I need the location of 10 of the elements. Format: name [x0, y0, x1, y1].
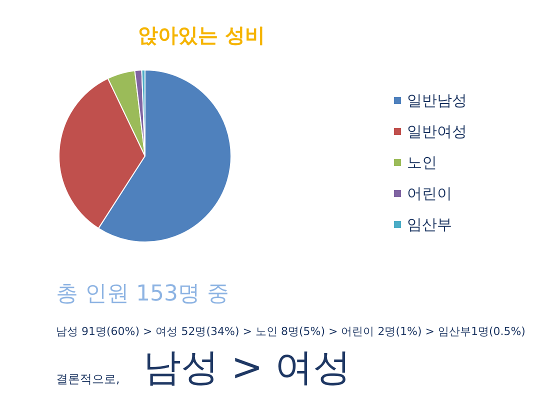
text: 남성 91명(60%) > 여성 52명(34%) > 노인 8명(5%) > 어린이 2명(1%) > 임산부1명(0.5%) [56, 325, 526, 338]
legend-label: 노인 [407, 154, 437, 172]
legend-label: 어린이 [407, 184, 452, 202]
text: 남성 > 여성 [143, 345, 351, 389]
text: 총 인원 153명 중 [56, 282, 229, 306]
text: 결론적으로, [56, 372, 120, 386]
legend-label: 일반남성 [407, 92, 467, 110]
legend-label: 일반여성 [407, 122, 467, 140]
legend-label: 임산부 [407, 216, 452, 234]
chart-title: 앉아있는 성비 [138, 23, 265, 47]
